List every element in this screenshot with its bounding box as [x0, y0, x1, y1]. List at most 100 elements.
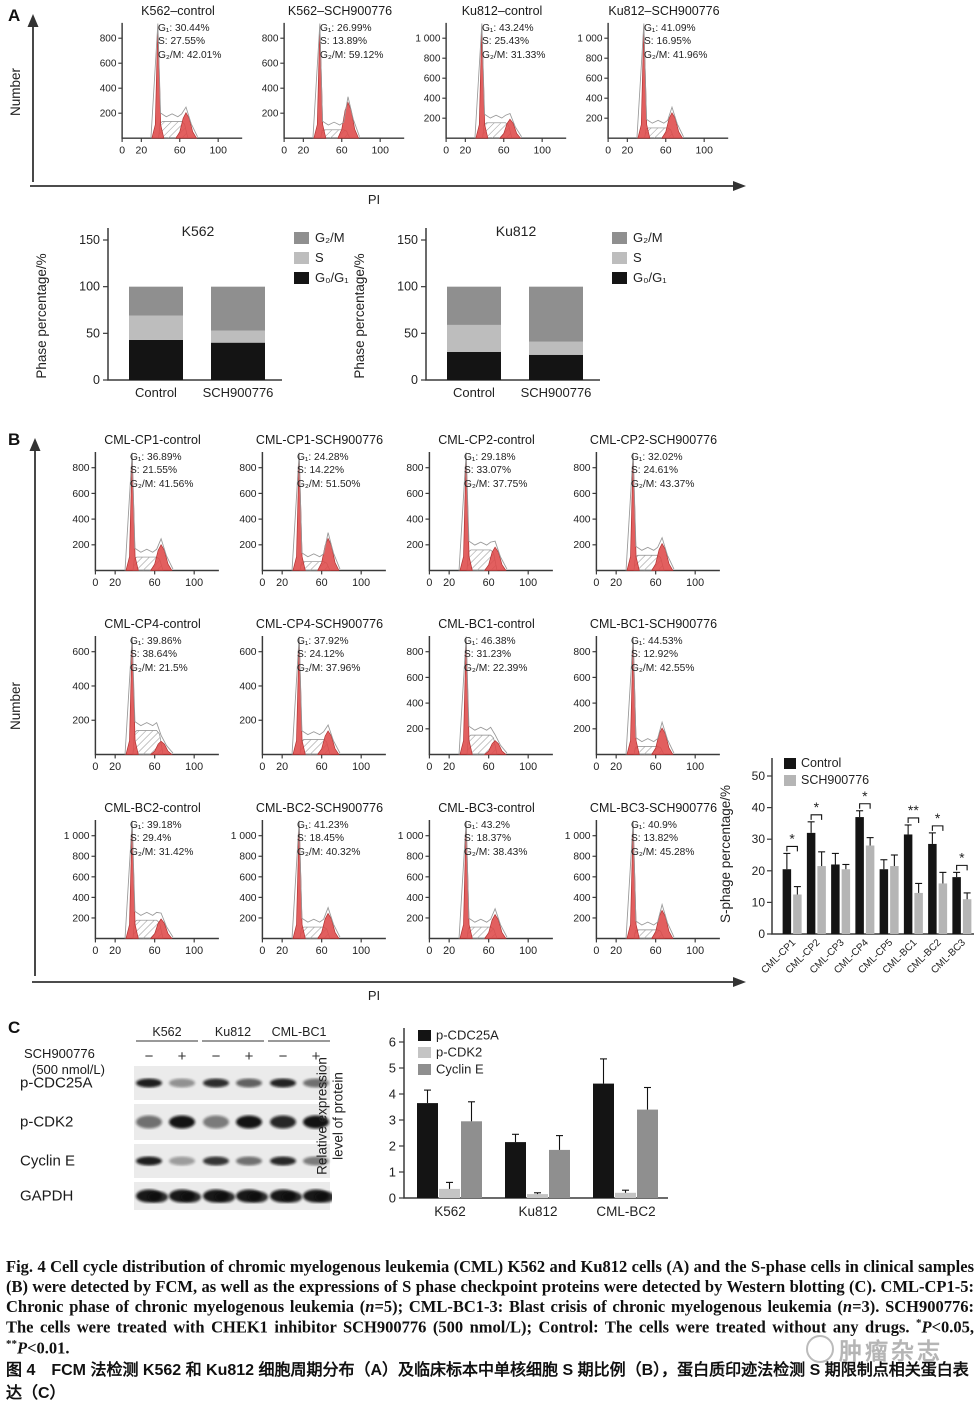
- histogram-title: CML-CP4-control: [104, 617, 201, 631]
- svg-text:600: 600: [239, 647, 256, 658]
- svg-text:K562: K562: [182, 223, 215, 239]
- svg-text:600: 600: [72, 489, 89, 500]
- svg-text:400: 400: [573, 893, 590, 904]
- svg-text:100: 100: [695, 145, 713, 156]
- svg-text:20: 20: [622, 145, 634, 156]
- svg-text:600: 600: [72, 647, 89, 658]
- svg-text:800: 800: [573, 463, 590, 474]
- fcm-histogram-cp1-control: CML-CP1-control G₁: 36.89% S: 21.55% G₂/M: …: [56, 433, 223, 596]
- phase-chart-legend: G₂/M S G₀/G₁: [612, 230, 667, 285]
- histogram-title: CML-CP2-control: [438, 433, 535, 447]
- svg-text:2: 2: [389, 1139, 396, 1154]
- stat-line: G₁: 32.02%: [631, 452, 683, 463]
- svg-text:20: 20: [443, 945, 455, 957]
- stat-line: S: 38.64%: [130, 649, 178, 661]
- stat-line: G₂/M: 51.50%: [297, 478, 361, 490]
- histogram-title: CML-BC2-SCH900776: [255, 801, 384, 815]
- svg-text:0: 0: [389, 1191, 396, 1206]
- fcm-histogram-cp2-control: CML-CP2-control G₁: 29.18% S: 33.07% G₂/M: …: [390, 433, 557, 596]
- svg-text:100: 100: [185, 761, 203, 773]
- stat-line: G₁: 39.18%: [130, 820, 182, 831]
- svg-text:100: 100: [371, 145, 389, 156]
- svg-text:0: 0: [119, 145, 125, 156]
- svg-text:100: 100: [533, 145, 551, 156]
- svg-text:60: 60: [650, 945, 662, 957]
- stat-line: S: 31.23%: [464, 649, 512, 661]
- svg-text:0: 0: [259, 761, 265, 773]
- svg-text:0: 0: [426, 945, 432, 957]
- svg-text:200: 200: [406, 913, 423, 924]
- histogram-plot: 200 400 600 800 0 20 60 100: [239, 451, 386, 589]
- panel-a-y-axis-arrow: [27, 14, 39, 182]
- svg-text:20: 20: [460, 145, 472, 156]
- svg-text:800: 800: [239, 852, 256, 863]
- svg-text:60: 60: [650, 761, 662, 773]
- svg-text:Ku812: Ku812: [215, 1025, 251, 1039]
- svg-text:4: 4: [389, 1087, 396, 1102]
- svg-text:100: 100: [352, 761, 370, 773]
- stat-line: G₁: 46.38%: [464, 636, 516, 647]
- svg-text:100: 100: [185, 577, 203, 589]
- svg-text:400: 400: [406, 699, 423, 710]
- legend-label: S: [315, 250, 324, 265]
- fcm-histogram-ku812-sch: Ku812–SCH900776 G₁: 41.09% S: 16.95% G₂/M: …: [570, 4, 732, 163]
- svg-text:1 000: 1 000: [398, 831, 424, 842]
- svg-text:0: 0: [593, 945, 599, 957]
- stat-line: S: 21.55%: [130, 465, 178, 477]
- fcm-histogram-bc3-sch: CML-BC3-SCH900776 G₁: 40.9% S: 13.82% G₂/M:…: [557, 801, 724, 964]
- stat-line: S: 18.37%: [464, 833, 512, 845]
- histogram-title: CML-CP4-SCH900776: [255, 617, 384, 631]
- svg-text:200: 200: [72, 716, 89, 727]
- svg-text:600: 600: [424, 74, 441, 85]
- histogram-stats: G₁: 30.44% S: 27.55% G₂/M: 42.01%: [158, 22, 221, 62]
- svg-text:200: 200: [262, 109, 279, 120]
- stat-line: G₂/M: 21.5%: [130, 662, 188, 674]
- histogram-stats: G₁: 46.38% S: 31.23% G₂/M: 22.39%: [464, 635, 527, 675]
- svg-text:0: 0: [92, 761, 98, 773]
- svg-text:800: 800: [573, 852, 590, 863]
- stat-line: G₂/M: 41.96%: [644, 49, 708, 61]
- stat-line: G₂/M: 31.42%: [130, 846, 194, 858]
- svg-text:0: 0: [259, 577, 265, 589]
- svg-text:20: 20: [610, 945, 622, 957]
- svg-text:p-CDC25A: p-CDC25A: [436, 1028, 499, 1043]
- svg-text:0: 0: [92, 577, 98, 589]
- legend-swatch: [294, 271, 309, 284]
- svg-text:800: 800: [100, 34, 117, 45]
- fcm-histogram-bc1-sch: CML-BC1-SCH900776 G₁: 44.53% S: 12.92% G₂/M…: [557, 617, 724, 780]
- histogram-stats: G₁: 39.86% S: 38.64% G₂/M: 21.5%: [130, 635, 188, 675]
- stat-line: G₁: 24.28%: [297, 452, 349, 463]
- histogram-title: Ku812–control: [461, 4, 543, 18]
- svg-text:0: 0: [411, 373, 418, 387]
- svg-text:0: 0: [92, 945, 98, 957]
- panel-b-x-axis-arrow: [32, 977, 746, 987]
- panel-a-y-axis-label: Number: [8, 67, 24, 117]
- histogram-plot: 200 400 600 800 1 000 0 20 60 100: [398, 819, 553, 957]
- svg-text:0: 0: [281, 145, 287, 156]
- stat-line: G₂/M: 45.28%: [631, 846, 695, 858]
- stat-line: G₂/M: 43.37%: [631, 478, 695, 490]
- histogram-stats: G₁: 39.18% S: 29.4% G₂/M: 31.42%: [130, 819, 193, 859]
- histogram-stats: G₁: 37.92% S: 24.12% G₂/M: 37.96%: [297, 635, 360, 675]
- fcm-histogram-cp4-control: CML-CP4-control G₁: 39.86% S: 38.64% G₂/M: …: [56, 617, 223, 780]
- stat-line: G₂/M: 59.12%: [320, 49, 384, 61]
- legend-swatch: [612, 271, 627, 284]
- svg-text:20: 20: [610, 761, 622, 773]
- svg-text:SCH900776: SCH900776: [203, 385, 274, 400]
- svg-text:20: 20: [752, 864, 766, 878]
- svg-text:100: 100: [352, 945, 370, 957]
- histogram-plot: 200 400 600 800 0 20 60 100: [406, 451, 553, 589]
- svg-text:−: −: [145, 1048, 154, 1065]
- svg-text:200: 200: [239, 540, 256, 551]
- histogram-stats: G₁: 41.23% S: 18.45% G₂/M: 40.32%: [297, 819, 360, 859]
- protein-expression-chart: Relative expression level of protein 0 1 2 3…: [314, 1016, 682, 1246]
- svg-text:**: **: [908, 802, 919, 818]
- svg-text:100: 100: [519, 577, 537, 589]
- panel-a-x-axis-arrow: [30, 181, 746, 191]
- svg-text:−: −: [212, 1048, 221, 1065]
- histogram-title: CML-BC1-control: [438, 617, 535, 631]
- legend-label: G₂/M: [633, 230, 663, 245]
- svg-text:200: 200: [573, 913, 590, 924]
- svg-text:60: 60: [483, 761, 495, 773]
